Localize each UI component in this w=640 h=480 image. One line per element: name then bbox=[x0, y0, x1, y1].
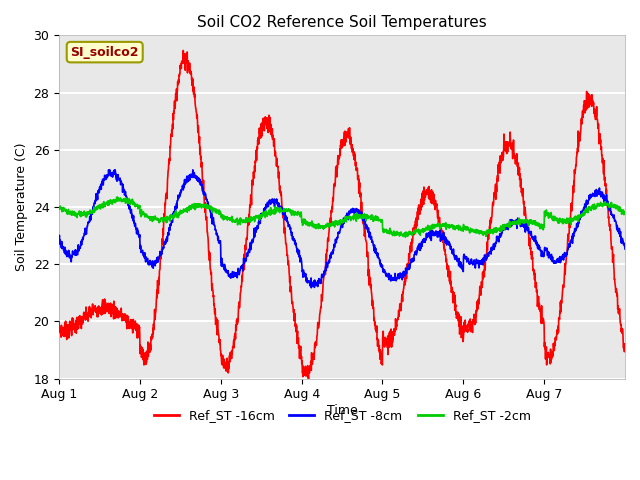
Y-axis label: Soil Temperature (C): Soil Temperature (C) bbox=[15, 143, 28, 271]
Title: Soil CO2 Reference Soil Temperatures: Soil CO2 Reference Soil Temperatures bbox=[197, 15, 487, 30]
Text: SI_soilco2: SI_soilco2 bbox=[70, 46, 139, 59]
Legend: Ref_ST -16cm, Ref_ST -8cm, Ref_ST -2cm: Ref_ST -16cm, Ref_ST -8cm, Ref_ST -2cm bbox=[148, 404, 536, 427]
X-axis label: Time: Time bbox=[326, 404, 358, 417]
